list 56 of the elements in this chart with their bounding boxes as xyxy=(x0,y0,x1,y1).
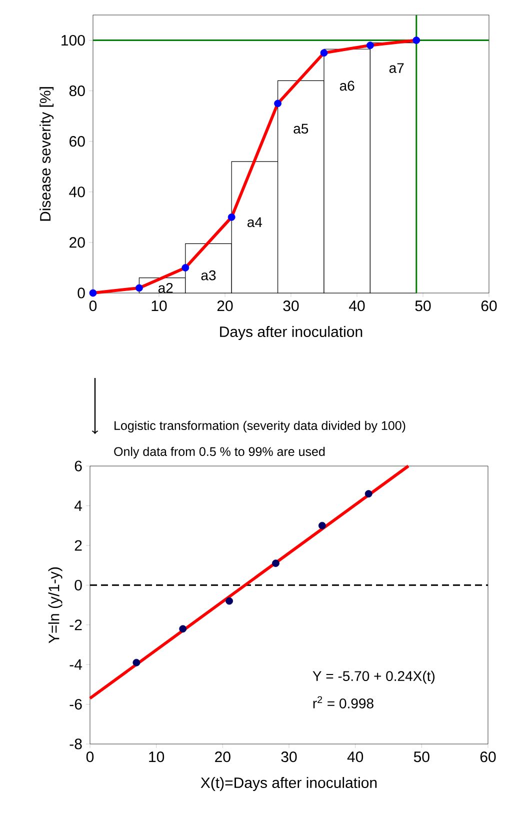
y-tick-label: 40 xyxy=(69,186,85,198)
x-tick-label: 60 xyxy=(480,752,496,762)
y-tick-label: 6 xyxy=(74,460,82,472)
y-axis-title: Disease severity [%] xyxy=(40,87,54,221)
point xyxy=(89,289,97,297)
point xyxy=(274,100,282,108)
y-tick-label: 0 xyxy=(78,288,85,298)
y-tick-label: 80 xyxy=(69,86,85,96)
x-tick-label: 30 xyxy=(283,300,299,312)
x-tick-label: 40 xyxy=(347,752,364,762)
chart-title: Logistic transformation (severity data divided by 100) xyxy=(114,420,406,432)
annotation: Y = -5.70 + 0.24X(t) xyxy=(312,670,435,684)
chart-subtitle: Only data from 0.5 % to 99% are used xyxy=(114,446,325,458)
annotation: a7 xyxy=(389,63,404,73)
point xyxy=(132,658,140,666)
y-tick-label: -2 xyxy=(70,620,82,630)
point xyxy=(272,560,280,568)
x-tick-label: 10 xyxy=(152,300,167,312)
y-tick-label: -4 xyxy=(70,659,82,670)
y-tick-label: -8 xyxy=(70,738,82,750)
point xyxy=(228,213,236,221)
x-axis-title: X(t)=Days after inoculation xyxy=(200,777,377,791)
annotation: a3 xyxy=(201,270,216,280)
x-tick-label: 20 xyxy=(215,752,230,762)
point xyxy=(366,42,374,50)
annotation: a2 xyxy=(158,282,173,293)
x-tick-label: 40 xyxy=(348,300,365,312)
annotation: r$^{2}$ = 0.998 xyxy=(313,696,374,708)
x-tick-label: 0 xyxy=(86,752,94,762)
x-tick-label: 60 xyxy=(481,300,497,312)
annotation: a5 xyxy=(294,124,308,134)
y-tick-label: 0 xyxy=(74,580,82,590)
y-tick-label: 20 xyxy=(70,237,85,248)
annotation: a6 xyxy=(340,80,354,91)
x-tick-label: 50 xyxy=(414,752,430,762)
point xyxy=(412,36,420,44)
point xyxy=(179,625,187,633)
y-tick-label: -6 xyxy=(70,698,82,710)
y-axis-title: Y=ln (y/1-y) xyxy=(48,567,62,644)
x-tick-label: 10 xyxy=(149,752,164,762)
annotation: a4 xyxy=(248,217,262,228)
point xyxy=(135,284,143,292)
x-tick-label: 20 xyxy=(217,300,233,312)
y-tick-label: 100 xyxy=(62,34,85,46)
point xyxy=(226,597,233,605)
x-tick-label: 0 xyxy=(89,300,97,312)
x-tick-label: 50 xyxy=(415,300,431,312)
point xyxy=(364,490,372,498)
point xyxy=(318,522,326,530)
y-tick-label: 60 xyxy=(70,136,85,147)
point xyxy=(320,49,328,57)
x-tick-label: 30 xyxy=(281,752,297,762)
y-tick-label: 4 xyxy=(74,500,82,511)
y-tick-label: 2 xyxy=(74,540,82,551)
x-axis-title: Days after inoculation xyxy=(220,326,362,340)
point xyxy=(182,264,190,272)
